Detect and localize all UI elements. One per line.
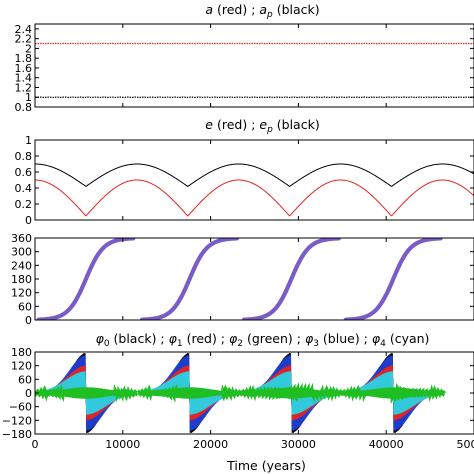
- panel-3-title-run: 3: [313, 339, 319, 349]
- panel-0-title-run: a: [205, 2, 213, 17]
- y-tick-label: 1.2: [15, 81, 33, 94]
- panel-3-plot: [35, 353, 446, 433]
- phi-series-3-cycle-1-lower: [189, 393, 241, 415]
- y-tick-label: 0.8: [15, 150, 33, 163]
- panel-0-title-run: (red) ;: [213, 2, 259, 17]
- phi-series-3-cycle-3-upper: [342, 371, 394, 393]
- panel-3-title-run: (green) ;: [243, 331, 305, 346]
- panel-0-title: a (red) ; ap (black): [205, 2, 319, 20]
- y-tick-label: 1.4: [15, 72, 33, 85]
- y-tick-label: 2: [25, 42, 32, 55]
- panel-3-title-run: 2: [237, 339, 243, 349]
- panel-3-title-run: φ: [96, 331, 105, 346]
- x-tick-label: 20000: [193, 438, 228, 451]
- y-tick-label: 0.6: [15, 166, 33, 179]
- series-line-0: [35, 163, 474, 187]
- panel-3-title-run: (blue) ;: [319, 331, 372, 346]
- y-tick-label: 0: [25, 314, 32, 327]
- y-tick-label: 1: [25, 134, 32, 147]
- panel-1-title-run: p: [266, 125, 273, 135]
- panel-1-title-run: (red) ;: [213, 117, 259, 132]
- panel-3-title-run: φ: [372, 331, 381, 346]
- y-tick-label: 120: [11, 360, 32, 373]
- series-line-1: [35, 179, 474, 217]
- panel-0-title-run: (black): [273, 2, 320, 17]
- y-tick-label: 240: [11, 259, 32, 272]
- y-tick-label: 120: [11, 287, 32, 300]
- x-axis-label: Time (years): [226, 458, 306, 473]
- panel-1-title-run: (black): [273, 117, 320, 132]
- panel-1-frame: [34, 139, 474, 221]
- phase-branch-2: [241, 238, 341, 320]
- panel-1: 0 0.2 0.4 0.6 0.8 1: [15, 134, 474, 227]
- y-tick-label: 2.4: [15, 23, 33, 36]
- y-tick-label: 2.2: [15, 33, 33, 46]
- phi-series-3-cycle-2-lower: [291, 393, 343, 415]
- y-tick-label: 1.6: [15, 62, 33, 75]
- panel-0-frame: [34, 23, 474, 108]
- y-tick-label: 180: [11, 273, 32, 286]
- y-tick-label: 180: [11, 346, 32, 359]
- panel-0-title-run: a: [259, 2, 267, 17]
- panel-1-title: e (red) ; ep (black): [205, 117, 319, 135]
- panel-0: 0.811.21.41.61.822.22.4: [15, 23, 474, 114]
- x-tick-label: 0: [32, 438, 39, 451]
- phi-series-4-cycle-0: [35, 383, 139, 403]
- y-tick-label: 0: [25, 214, 32, 227]
- panel-3-title-run: (cyan): [386, 331, 430, 346]
- panel-3-title-run: (red) ;: [183, 331, 229, 346]
- y-tick-label: 360: [11, 232, 32, 245]
- y-tick-label: 1.8: [15, 52, 33, 65]
- panel-3-title-run: 4: [380, 339, 386, 349]
- panel-0-title-run: p: [266, 10, 273, 20]
- y-tick-label: −180: [2, 428, 32, 441]
- panel-0-plot: [35, 42, 474, 99]
- x-tick-label: 10000: [105, 438, 140, 451]
- y-tick-label: −120: [2, 414, 32, 427]
- y-tick-label: 0: [25, 387, 32, 400]
- panel-1-title-run: e: [205, 117, 213, 132]
- y-tick-label: −60: [9, 401, 32, 414]
- phi-series-4-cycle-3: [340, 382, 446, 405]
- y-tick-label: 0.8: [15, 101, 33, 114]
- phase-branch-0: [36, 238, 136, 320]
- panel-1-plot: [35, 163, 474, 217]
- x-tick-label: 30000: [281, 438, 316, 451]
- phase-branch-1: [140, 238, 239, 320]
- phi-series-4-cycle-2: [238, 382, 344, 403]
- panel-3-title: φ0 (black) ; φ1 (red) ; φ2 (green) ; φ3 …: [96, 331, 430, 349]
- phi-series-3-cycle-0-lower: [85, 393, 137, 415]
- panel-1-title-run: e: [259, 117, 267, 132]
- panel-3-title-run: (black) ;: [110, 331, 169, 346]
- y-tick-label: 300: [11, 246, 32, 259]
- panel-3-title-run: 1: [177, 339, 183, 349]
- panel-3-title-run: φ: [229, 331, 238, 346]
- x-tick-label: 50000: [457, 438, 474, 451]
- panel-3-title-run: φ: [305, 331, 314, 346]
- y-tick-label: 1: [25, 91, 32, 104]
- x-tick-label: 40000: [369, 438, 404, 451]
- panel-2-plot: [36, 238, 443, 320]
- y-tick-label: 60: [18, 373, 32, 386]
- phi-series-3-cycle-0-upper: [35, 371, 86, 393]
- y-tick-label: 0.2: [15, 198, 33, 211]
- y-tick-label: 60: [18, 300, 32, 313]
- phi-series-4-cycle-1: [136, 383, 242, 403]
- phase-branch-3: [343, 238, 443, 320]
- y-tick-label: 0.4: [15, 182, 33, 195]
- phi-series-3-cycle-3-lower: [393, 393, 444, 415]
- panel-3-title-run: 0: [104, 339, 110, 349]
- panel-3-title-run: φ: [169, 331, 178, 346]
